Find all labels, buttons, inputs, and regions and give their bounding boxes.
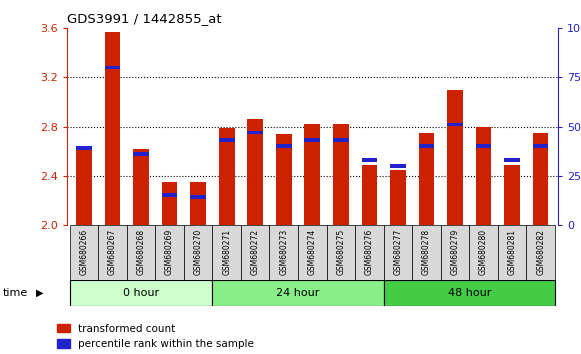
Text: GSM680276: GSM680276 (365, 229, 374, 275)
Bar (447, 90, 463, 225)
Bar (184, 225, 213, 280)
Bar (390, 164, 406, 168)
Text: 24 hour: 24 hour (277, 288, 320, 298)
Bar (105, 32, 120, 225)
Text: GDS3991 / 1442855_at: GDS3991 / 1442855_at (67, 12, 221, 25)
Text: 0 hour: 0 hour (123, 288, 159, 298)
Bar (133, 149, 149, 225)
Bar (162, 182, 177, 225)
Text: GSM680271: GSM680271 (222, 229, 231, 275)
Bar (327, 225, 355, 280)
Bar (390, 170, 406, 225)
Bar (241, 225, 270, 280)
Bar (383, 280, 555, 306)
Bar (355, 225, 383, 280)
Bar (533, 133, 548, 225)
Text: ▶: ▶ (36, 288, 44, 298)
Bar (276, 134, 292, 225)
Text: GSM680272: GSM680272 (250, 229, 260, 275)
Bar (441, 225, 469, 280)
Text: GSM680270: GSM680270 (193, 229, 203, 275)
Text: GSM680266: GSM680266 (80, 229, 88, 275)
Bar (70, 280, 213, 306)
Bar (504, 158, 520, 162)
Bar (304, 124, 320, 225)
Bar (70, 225, 98, 280)
Bar (304, 138, 320, 142)
Bar (504, 165, 520, 225)
Bar (98, 225, 127, 280)
Bar (190, 195, 206, 199)
Bar (276, 144, 292, 148)
Bar (76, 146, 92, 150)
Bar (133, 152, 149, 156)
Bar (333, 138, 349, 142)
Bar (476, 144, 492, 148)
Bar (383, 225, 412, 280)
Bar (162, 194, 177, 197)
Bar (361, 158, 377, 162)
Bar (476, 127, 492, 225)
Bar (333, 124, 349, 225)
Bar (498, 225, 526, 280)
Bar (105, 66, 120, 69)
Bar (270, 225, 298, 280)
Text: GSM680280: GSM680280 (479, 229, 488, 275)
Bar (76, 149, 92, 225)
Bar (248, 131, 263, 134)
Bar (213, 225, 241, 280)
Bar (419, 144, 435, 148)
Text: GSM680282: GSM680282 (536, 229, 545, 275)
Text: GSM680269: GSM680269 (165, 229, 174, 275)
Bar (248, 119, 263, 225)
Text: time: time (3, 288, 28, 298)
Text: GSM680273: GSM680273 (279, 229, 288, 275)
Bar (213, 280, 383, 306)
Bar (447, 123, 463, 126)
Text: GSM680274: GSM680274 (308, 229, 317, 275)
Text: GSM680278: GSM680278 (422, 229, 431, 275)
Text: GSM680281: GSM680281 (508, 229, 517, 275)
Text: GSM680277: GSM680277 (393, 229, 403, 275)
Legend: transformed count, percentile rank within the sample: transformed count, percentile rank withi… (58, 324, 254, 349)
Text: GSM680267: GSM680267 (108, 229, 117, 275)
Bar (190, 182, 206, 225)
Text: GSM680268: GSM680268 (137, 229, 145, 275)
Bar (412, 225, 441, 280)
Bar (526, 225, 555, 280)
Bar (419, 133, 435, 225)
Text: GSM680279: GSM680279 (450, 229, 460, 275)
Bar (361, 165, 377, 225)
Text: GSM680275: GSM680275 (336, 229, 345, 275)
Bar (219, 128, 235, 225)
Bar (533, 144, 548, 148)
Bar (127, 225, 155, 280)
Bar (469, 225, 498, 280)
Bar (298, 225, 327, 280)
Bar (219, 138, 235, 142)
Text: 48 hour: 48 hour (447, 288, 491, 298)
Bar (155, 225, 184, 280)
